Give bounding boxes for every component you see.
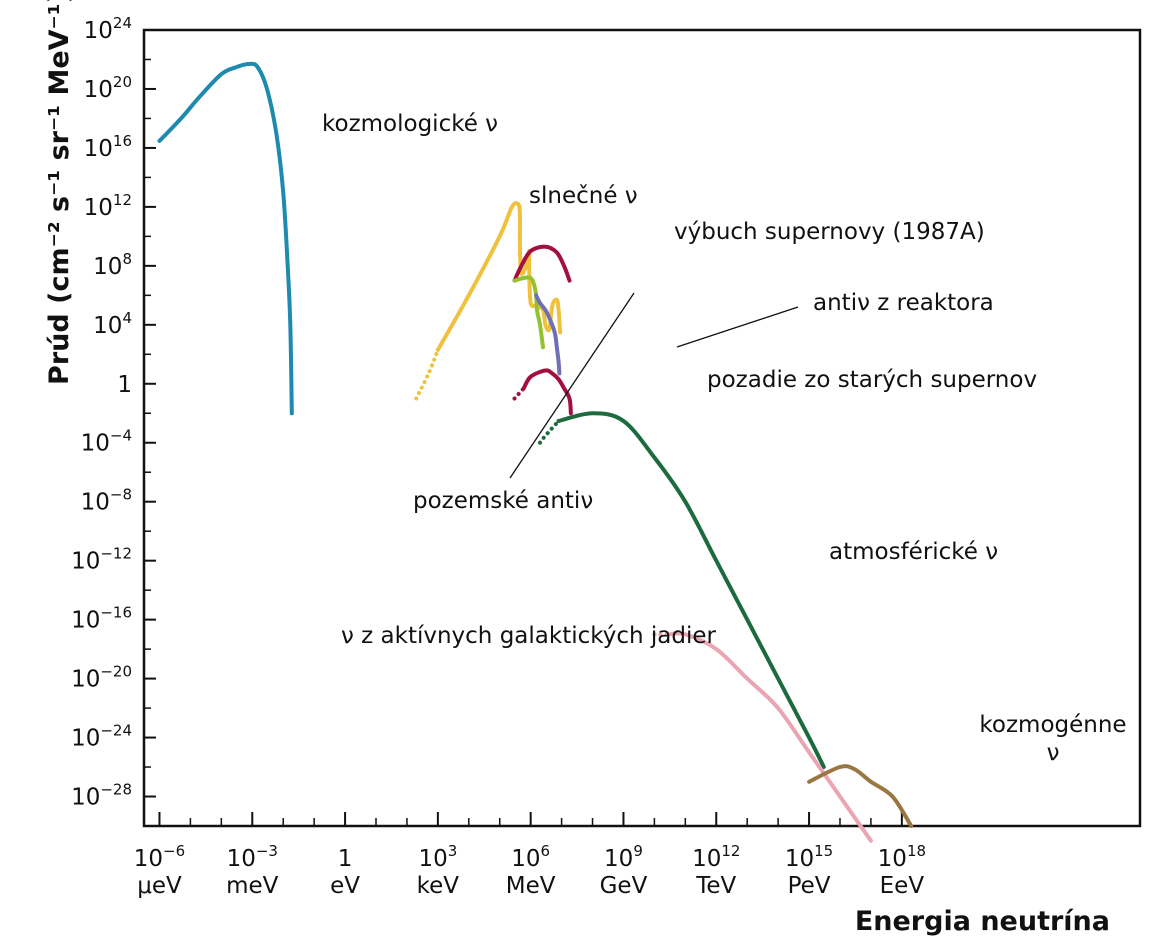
plot-frame xyxy=(142,28,1142,828)
label-geo-antineutrino: pozemské antiν xyxy=(413,488,593,514)
y-tick-label: 1016 xyxy=(84,132,132,162)
y-tick-label: 1024 xyxy=(84,14,132,44)
y-axis-title: Prúd (cm⁻² s⁻¹ sr⁻¹ MeV⁻¹) xyxy=(44,0,75,385)
x-axis-title: Energia neutrína xyxy=(855,906,1110,937)
label-atmospheric: atmosférické ν xyxy=(829,539,998,565)
label-cosmogenic-nu: ν xyxy=(1047,740,1060,766)
y-tick-label: 10−12 xyxy=(71,545,132,575)
label-supernova-1987a: výbuch supernovy (1987A) xyxy=(674,219,985,245)
y-tick-label: 10−16 xyxy=(71,604,132,634)
series-layer xyxy=(157,61,914,843)
x-tick-label: 1 xyxy=(338,846,353,872)
y-tick-label: 1 xyxy=(117,372,132,398)
label-reactor-antineutrino: antiν z reaktora xyxy=(813,290,994,316)
x-tick-label: 1015 xyxy=(785,842,833,872)
y-tick-label: 104 xyxy=(93,309,132,339)
annotations-layer: kozmologické ν slnečné ν výbuch supernovy … xyxy=(322,111,1127,766)
cosmogenic-curve xyxy=(807,764,914,828)
y-axis-ticks: 1024 1020 1016 1012 108 104 1 10−4 10−8 10−12 10−1… xyxy=(71,14,156,827)
y-tick-label: 10−28 xyxy=(71,781,132,811)
x-tick-unit: PeV xyxy=(788,873,831,899)
x-tick-label: 10−3 xyxy=(227,842,278,872)
x-tick-label: 106 xyxy=(511,842,550,872)
x-tick-label: 103 xyxy=(418,842,457,872)
x-tick-unit: keV xyxy=(417,873,460,899)
reactor-pointer-line xyxy=(676,306,799,348)
x-tick-label: 1012 xyxy=(692,842,740,872)
supernova-1987a-curve xyxy=(512,244,572,283)
x-tick-unit: GeV xyxy=(600,873,648,899)
x-tick-label: 109 xyxy=(604,842,643,872)
reactor-antineutrino-curve xyxy=(534,293,562,376)
x-tick-unit: EeV xyxy=(880,873,925,899)
annotation-pointers xyxy=(509,292,799,479)
label-solar: slnečné ν xyxy=(529,183,638,209)
y-tick-label: 108 xyxy=(93,250,132,280)
atmospheric-curve-dotted xyxy=(538,419,561,445)
x-tick-unit: TeV xyxy=(695,873,736,899)
x-tick-unit: eV xyxy=(330,873,360,899)
y-tick-label: 10−24 xyxy=(71,722,132,752)
cosmological-curve xyxy=(157,61,294,416)
solar-curve-dotted xyxy=(414,347,440,401)
x-tick-unit: meV xyxy=(226,873,279,899)
geo-antineutrino-curve xyxy=(512,275,545,350)
label-cosmogenic: kozmogénne xyxy=(979,712,1126,738)
y-tick-label: 1012 xyxy=(84,191,132,221)
y-tick-label: 10−4 xyxy=(81,427,132,457)
atmospheric-curve xyxy=(556,411,826,769)
label-agn-neutrino: ν z aktívnych galaktických jadier xyxy=(341,623,717,649)
x-tick-unit: μeV xyxy=(137,873,182,899)
y-tick-label: 1020 xyxy=(84,73,132,103)
label-cosmological: kozmologické ν xyxy=(322,111,498,137)
x-tick-unit: MeV xyxy=(506,873,556,899)
agn-neutrino-curve xyxy=(667,631,873,843)
x-tick-label: 10−6 xyxy=(134,842,185,872)
relic-supernova-curve xyxy=(521,368,573,416)
solar-curve xyxy=(435,201,563,352)
y-tick-label: 10−20 xyxy=(71,663,132,693)
y-tick-label: 10−8 xyxy=(81,486,132,516)
x-tick-label: 1018 xyxy=(878,842,926,872)
label-relic-supernova: pozadie zo starých supernov xyxy=(707,367,1037,393)
geo-pointer-line xyxy=(509,292,635,479)
relic-supernova-curve-dotted xyxy=(512,386,526,401)
